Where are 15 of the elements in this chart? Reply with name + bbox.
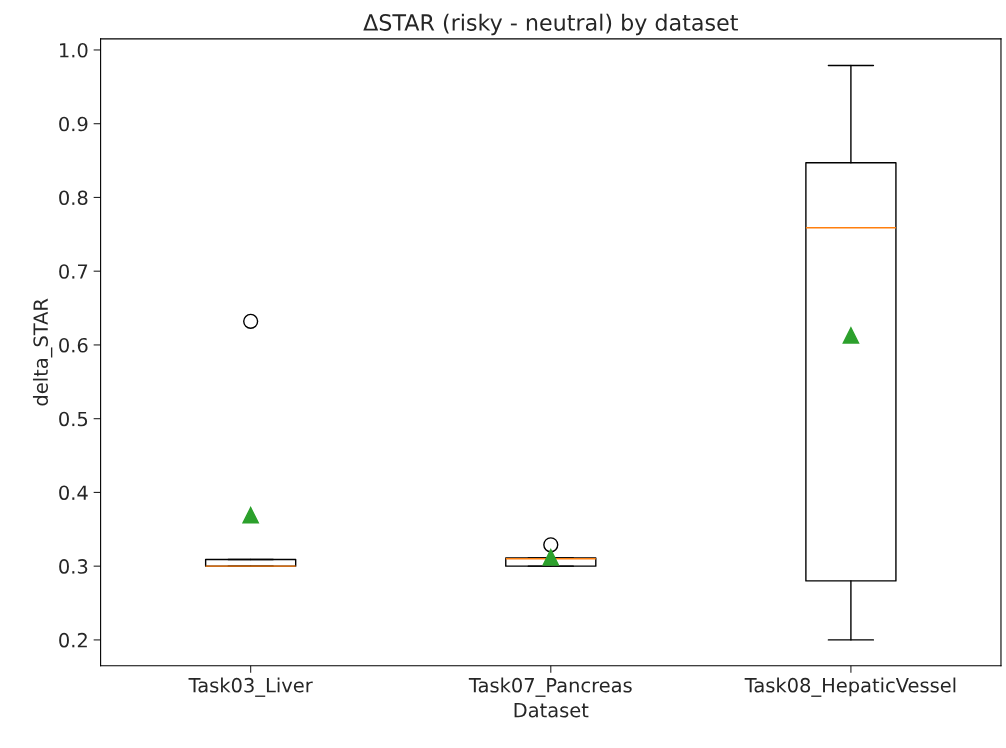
- y-tick-label: 0.2: [59, 632, 87, 648]
- y-tick-label: 0.3: [59, 559, 88, 574]
- y-axis-title: delta_STAR: [32, 298, 53, 406]
- x-axis-title: Dataset: [514, 703, 589, 718]
- chart-title: ΔSTAR (risky - neutral) by dataset: [363, 13, 738, 36]
- y-tick-label: 0.5: [59, 411, 88, 427]
- y-tick-label: 0.6: [59, 337, 88, 353]
- y-tick-label: 0.4: [59, 485, 88, 501]
- x-tick-label: Task08_HepaticVessel: [744, 677, 956, 697]
- y-tick-label: 0.8: [59, 190, 88, 206]
- y-tick-label: 0.9: [59, 116, 88, 132]
- y-tick-label: 1.0: [60, 42, 88, 58]
- y-tick-label: 0.7: [59, 264, 88, 279]
- x-tick-label: Task03_Liver: [188, 677, 313, 697]
- x-tick-label: Task07_Pancreas: [468, 677, 632, 697]
